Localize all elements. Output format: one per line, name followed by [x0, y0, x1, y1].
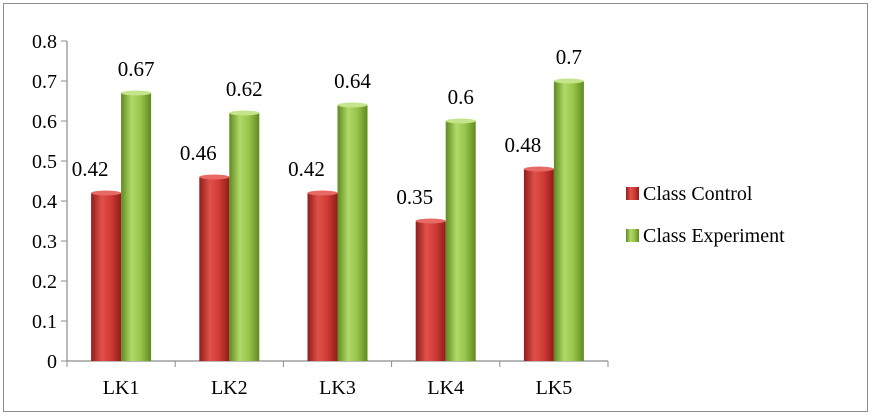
data-label-class-control: 0.42 — [288, 157, 325, 181]
bar-class-experiment — [553, 81, 584, 361]
data-label-class-experiment: 0.7 — [556, 45, 582, 69]
y-tick-label: 0.1 — [32, 311, 57, 333]
y-tick-label: 0.6 — [32, 111, 57, 133]
bar-class-experiment — [337, 105, 368, 361]
data-label-class-control: 0.42 — [72, 157, 109, 181]
bar-class-control-cap — [415, 218, 446, 224]
bar-class-control — [307, 193, 338, 361]
bar-class-control-cap — [307, 190, 338, 196]
bar-class-experiment — [121, 93, 152, 361]
x-tick-label: LK5 — [536, 377, 573, 399]
data-label-class-experiment: 0.67 — [118, 57, 155, 81]
bar-class-control — [199, 177, 230, 361]
data-label-class-control: 0.46 — [180, 141, 217, 165]
bar-class-experiment-cap — [229, 110, 260, 116]
x-tick-label: LK2 — [211, 377, 248, 399]
x-tick-label: LK1 — [103, 377, 140, 399]
y-tick-label: 0.5 — [32, 151, 57, 173]
data-label-class-experiment: 0.6 — [448, 85, 474, 109]
legend-swatch — [626, 229, 639, 242]
bar-class-control — [415, 221, 446, 361]
y-tick-label: 0.8 — [32, 31, 57, 53]
axes: 0 0.1 0.2 0.3 0.4 0.5 0.6 0.7 0.8 LK1 LK2 LK3 LK4 LK5 — [32, 31, 609, 399]
x-tick-label: LK3 — [319, 377, 356, 399]
legend-swatch — [626, 187, 639, 200]
y-tick-label: 0.2 — [32, 271, 57, 293]
x-tick-label: LK4 — [427, 377, 464, 399]
bar-class-experiment — [229, 113, 260, 361]
y-tick-label: 0.7 — [32, 71, 57, 93]
data-labels: 0.42 0.67 0.46 0.62 0.42 0.64 0.35 0.6 0.48 0.7 — [72, 45, 582, 209]
bar-class-control-cap — [91, 190, 122, 196]
bar-class-experiment-cap — [121, 90, 152, 96]
bar-class-control — [523, 169, 554, 361]
bar-class-control — [91, 193, 122, 361]
data-label-class-control: 0.48 — [505, 133, 542, 157]
bar-class-experiment-cap — [337, 102, 368, 108]
legend-label: Class Control — [643, 183, 753, 205]
y-tick-label: 0 — [47, 351, 57, 373]
y-tick-label: 0.4 — [32, 191, 57, 213]
bar-class-control-cap — [199, 174, 230, 180]
data-label-class-control: 0.35 — [396, 185, 433, 209]
y-tick-label: 0.3 — [32, 231, 57, 253]
data-label-class-experiment: 0.62 — [226, 77, 263, 101]
legend-label: Class Experiment — [643, 225, 785, 247]
bar-class-control-cap — [523, 166, 554, 172]
legend: Class Control Class Experiment — [626, 183, 785, 247]
bar-class-experiment-cap — [553, 78, 584, 84]
bar-class-experiment-cap — [445, 118, 476, 124]
bars — [91, 78, 584, 361]
bar-class-experiment — [445, 121, 476, 361]
data-label-class-experiment: 0.64 — [334, 69, 371, 93]
